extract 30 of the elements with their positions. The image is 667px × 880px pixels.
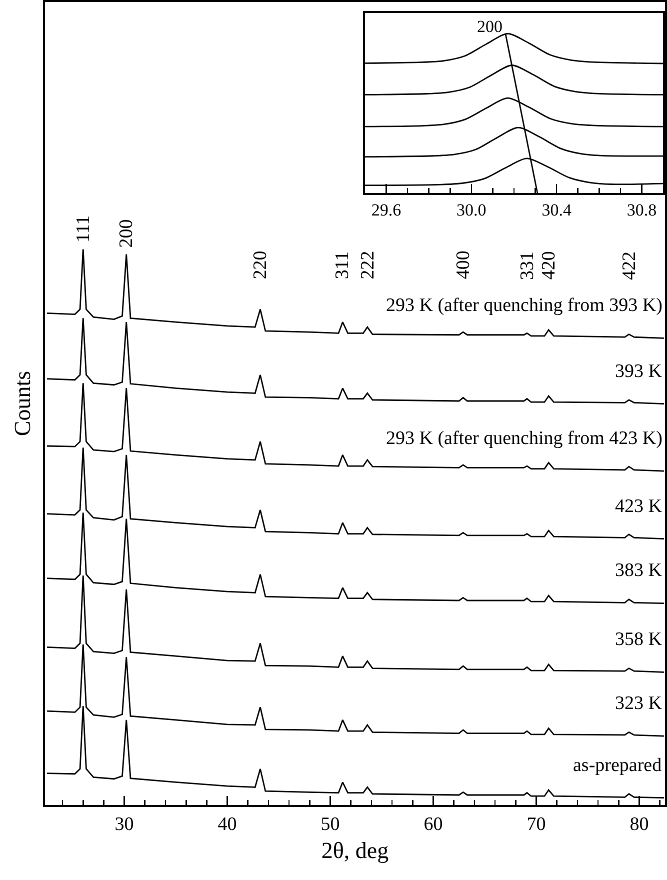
annotation: 200 <box>477 17 502 36</box>
x-tick-label: 40 <box>218 814 237 835</box>
annotation: 422 <box>618 251 640 280</box>
annotation: 311 <box>332 251 354 280</box>
series-label: 423 K <box>615 496 662 517</box>
series-label: 358 K <box>615 629 662 650</box>
annotation: 331 <box>516 252 538 280</box>
x-tick-label: 30.0 <box>456 200 486 220</box>
x-tick-label: 80 <box>630 814 649 835</box>
x-tick-label: 30 <box>114 814 134 835</box>
series-label: 293 K (after quenching from 423 K) <box>386 428 662 449</box>
x-tick-label: 30.8 <box>626 200 657 220</box>
annotation: 200 <box>116 219 138 248</box>
annotation: 222 <box>357 250 378 280</box>
x-tick-label: 70 <box>526 814 546 835</box>
series-label: 323 K <box>615 693 662 714</box>
series-label: 393 K <box>615 361 662 382</box>
x-tick-label: 50 <box>320 814 340 835</box>
series-label: 383 K <box>615 560 662 581</box>
annotation: 111 <box>72 215 94 242</box>
annotation: 220 <box>250 250 272 280</box>
x-tick-label: 29.6 <box>371 200 402 220</box>
x-axis-title: 2θ, deg <box>321 838 390 863</box>
series-label: 293 K (after quenching from 393 K) <box>386 295 662 316</box>
x-tick-label: 60 <box>424 814 443 835</box>
annotation: 420 <box>538 251 560 280</box>
series-label: as-prepared <box>573 755 662 776</box>
annotation: 400 <box>453 250 474 280</box>
x-tick-label: 30.4 <box>542 200 572 220</box>
y-axis-title: Counts <box>10 370 35 436</box>
